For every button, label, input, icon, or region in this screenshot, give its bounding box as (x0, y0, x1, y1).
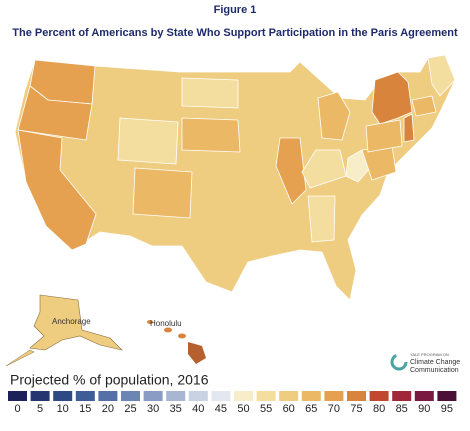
legend-swatch (30, 391, 50, 401)
legend-swatch (121, 391, 140, 401)
legend-swatch (166, 391, 186, 401)
legend-swatch (75, 391, 95, 401)
logo-mark (390, 353, 408, 371)
legend-swatch (324, 391, 344, 401)
legend-label: 60 (283, 403, 295, 415)
legend-swatch (53, 391, 73, 401)
island (164, 327, 172, 333)
state (411, 95, 437, 117)
logo-text: Communication (410, 367, 459, 374)
legend-label: 5 (37, 403, 43, 415)
legend-swatch (98, 391, 118, 401)
state (427, 54, 456, 97)
legend-swatch (8, 391, 27, 401)
island (147, 320, 153, 324)
legend-label: 10 (57, 403, 69, 415)
legend-label: 25 (124, 403, 136, 415)
legend-label: 40 (192, 403, 204, 415)
state (181, 77, 239, 109)
legend-label: 70 (328, 403, 340, 415)
legend-swatch (279, 391, 299, 401)
legend-swatch (234, 391, 253, 401)
city-label: Honolulu (150, 319, 182, 328)
legend-label: 45 (215, 403, 227, 415)
state (403, 113, 415, 143)
state (275, 137, 307, 205)
legend-label: 50 (237, 403, 249, 415)
legend-label: 30 (147, 403, 159, 415)
legend-swatch (437, 391, 457, 401)
legend: 0 5 10 15 20 25 30 35 40 45 50 55 60 65 70 75 80 85 90 95 (8, 391, 457, 415)
legend-swatch (301, 391, 321, 401)
state (365, 119, 403, 153)
legend-swatch (392, 391, 412, 401)
legend-label: 80 (373, 403, 385, 415)
state (132, 167, 193, 219)
state (307, 195, 336, 243)
island (188, 342, 206, 364)
legend-swatch (347, 391, 366, 401)
figure-label: Figure 1 (214, 4, 257, 16)
state (345, 149, 371, 183)
alaska-shape (29, 294, 123, 351)
state (181, 117, 241, 153)
legend-swatch (256, 391, 276, 401)
legend-swatch (211, 391, 231, 401)
aleutians (5, 349, 35, 367)
legend-label: 85 (396, 403, 408, 415)
legend-title: Projected % of population, 2016 (10, 372, 209, 388)
legend-label: 20 (102, 403, 114, 415)
state (117, 117, 179, 165)
legend-swatch (188, 391, 208, 401)
legend-label: 65 (305, 403, 317, 415)
legend-swatch (143, 391, 163, 401)
legend-label: 35 (170, 403, 182, 415)
city-label: Anchorage (52, 317, 91, 326)
legend-swatch (369, 391, 389, 401)
logo-text: YALE PROGRAM ON (410, 352, 449, 357)
figure-title: The Percent of Americans by State Who Su… (12, 27, 458, 39)
alaska: Anchorage (5, 294, 123, 367)
island (178, 333, 186, 339)
legend-label: 15 (79, 403, 91, 415)
state (17, 129, 97, 251)
legend-label: 90 (418, 403, 430, 415)
logo: YALE PROGRAM ON Climate Change Communica… (390, 352, 460, 374)
legend-label: 95 (441, 403, 453, 415)
legend-label: 55 (260, 403, 272, 415)
us-map (14, 54, 456, 301)
legend-label: 75 (350, 403, 362, 415)
state (17, 85, 93, 141)
legend-swatch (414, 391, 434, 401)
state (301, 149, 347, 189)
logo-text: Climate Change (410, 359, 460, 366)
legend-label: 0 (14, 403, 20, 415)
state (317, 91, 351, 141)
hawaii: Honolulu (147, 319, 206, 364)
